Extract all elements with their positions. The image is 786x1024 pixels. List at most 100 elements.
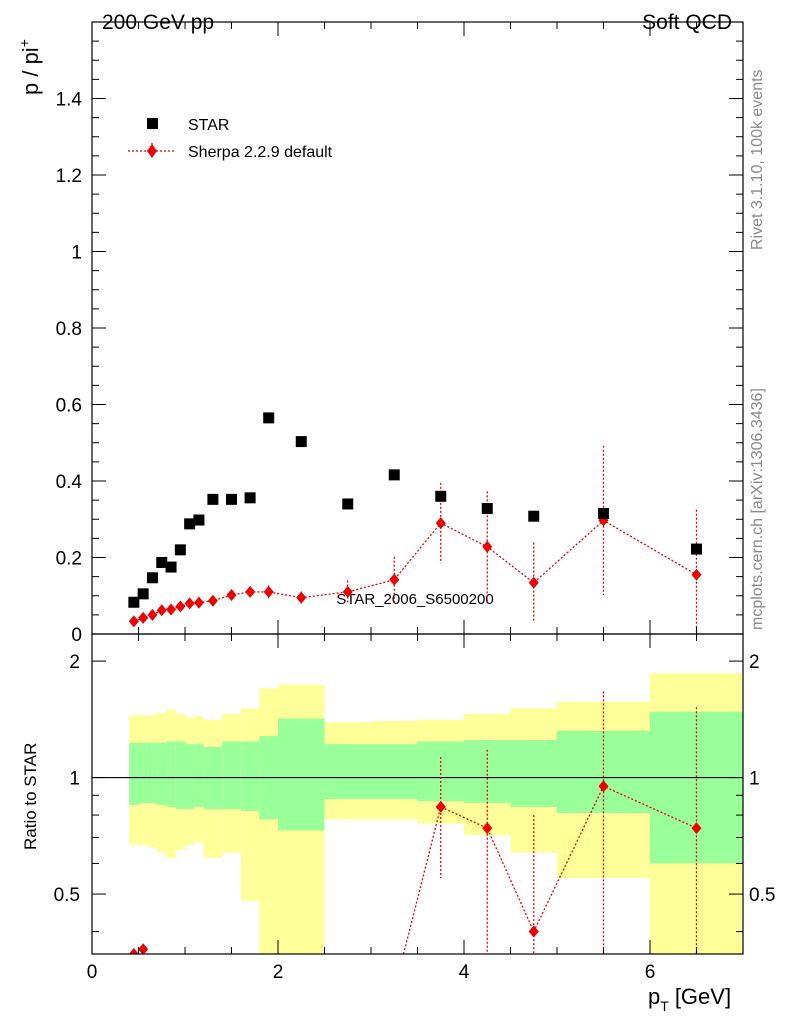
x-tick-label: 0 <box>87 962 98 983</box>
rivet-label: Rivet 3.1.10, 100k events <box>749 69 766 250</box>
star-marker <box>128 596 140 608</box>
top-y-label-text: p / pi <box>18 47 43 95</box>
star-marker <box>263 412 275 424</box>
star-marker <box>598 508 609 520</box>
ratio-sherpa-marker <box>691 822 702 835</box>
top-y-axis-label: p / pi+ <box>16 39 43 95</box>
sherpa-marker <box>156 604 167 617</box>
ratio-band-inner <box>510 740 557 807</box>
ratio-band-inner <box>240 741 260 811</box>
ratio-band-inner <box>129 742 139 805</box>
x-label-p: p <box>648 984 660 1009</box>
ratio-sherpa-marker <box>598 780 609 793</box>
ratio-band-inner <box>417 741 464 801</box>
star-marker <box>165 561 177 573</box>
top-y-tick-label: 1.2 <box>56 166 82 187</box>
star-marker <box>193 514 205 526</box>
bottom-y-tick-label-right: 0.5 <box>749 885 775 906</box>
top-y-tick-label: 0.6 <box>56 396 82 417</box>
sherpa-marker <box>691 568 702 581</box>
ratio-band-inner <box>194 744 204 807</box>
ratio-band-outer <box>259 688 278 954</box>
star-marker <box>244 492 256 504</box>
ratio-band-inner <box>157 742 167 805</box>
top-y-tick-label: 0.4 <box>56 472 83 493</box>
bottom-y-tick-label: 0.5 <box>54 885 80 906</box>
legend-sherpa-label: Sherpa 2.2.9 default <box>188 144 333 161</box>
ratio-band-inner <box>175 741 185 809</box>
bottom-y-tick-label: 1 <box>69 769 80 790</box>
top-panel-frame <box>91 21 744 635</box>
legend-sherpa-marker <box>147 144 157 158</box>
sherpa-marker <box>528 576 539 589</box>
ratio-sherpa-marker <box>435 800 446 813</box>
star-marker <box>342 498 354 510</box>
ratio-sherpa-marker <box>138 943 149 954</box>
bottom-y-tick-label-right: 2 <box>749 652 760 673</box>
ratio-band-inner <box>147 742 158 803</box>
legend: STAR Sherpa 2.2.9 default <box>128 117 333 161</box>
sherpa-marker <box>207 594 218 607</box>
star-marker <box>691 543 702 555</box>
ratio-band-inner <box>222 741 241 809</box>
ratio-band-inner <box>138 742 148 803</box>
ratio-band-inner <box>324 744 371 800</box>
ratio-band-inner <box>278 718 325 831</box>
mcplots-label: mcplots.cern.ch [arXiv:1306.3436] <box>749 388 766 630</box>
ratio-band-inner <box>166 741 176 807</box>
star-marker <box>207 493 219 505</box>
legend-star-label: STAR <box>188 117 229 134</box>
ratio-band-inner <box>371 744 418 800</box>
x-tick-label: 2 <box>273 962 284 983</box>
svg-text:p / pi+: p / pi+ <box>16 39 43 95</box>
x-label-unit: [GeV] <box>675 984 731 1009</box>
star-marker <box>435 490 447 502</box>
sherpa-line <box>133 519 697 622</box>
top-y-tick-label: 0.8 <box>56 319 82 340</box>
star-marker <box>295 436 307 448</box>
top-y-tick-label: 0.2 <box>56 549 82 570</box>
top-y-tick-label: 1.4 <box>56 90 83 111</box>
sherpa-marker <box>184 597 195 610</box>
x-axis-label: pT [GeV] <box>648 984 731 1014</box>
star-marker <box>137 588 149 600</box>
star-marker <box>184 518 196 530</box>
top-y-tick-label: 0 <box>71 625 82 646</box>
star-marker <box>528 510 540 522</box>
ratio-sherpa-marker <box>128 948 139 954</box>
analysis-watermark: STAR_2006_S6500200 <box>336 591 493 608</box>
x-tick-label: 6 <box>645 962 656 983</box>
star-marker <box>388 469 400 481</box>
bottom-y-axis-label: Ratio to STAR <box>21 743 40 850</box>
sherpa-marker <box>175 600 186 613</box>
star-marker <box>481 503 493 515</box>
svg-text:pT[GeV]: pT [GeV] <box>648 984 731 1014</box>
sherpa-marker <box>435 517 446 530</box>
sherpa-marker <box>296 591 307 604</box>
sherpa-marker <box>226 588 237 601</box>
legend-star-marker <box>147 118 158 129</box>
top-y-label-sup: + <box>16 39 32 47</box>
ratio-sherpa-marker <box>528 925 539 938</box>
star-marker <box>226 493 237 505</box>
sherpa-marker <box>147 608 158 621</box>
sherpa-marker <box>342 585 353 598</box>
sherpa-marker <box>138 611 149 624</box>
sherpa-marker <box>482 540 493 553</box>
sherpa-marker <box>245 585 256 598</box>
x-tick-label: 4 <box>459 962 470 983</box>
sherpa-marker <box>263 585 274 598</box>
bottom-y-tick-label: 2 <box>69 652 80 673</box>
ratio-band-inner <box>185 744 195 809</box>
sherpa-marker <box>128 615 139 628</box>
sherpa-marker <box>193 596 204 609</box>
x-label-sub: T <box>660 998 669 1014</box>
star-marker <box>146 572 158 584</box>
bottom-y-tick-label-right: 1 <box>749 769 760 790</box>
top-y-tick-label: 1 <box>71 243 82 264</box>
ratio-sherpa-marker <box>482 822 493 835</box>
star-marker <box>156 556 168 568</box>
sherpa-marker <box>389 573 400 586</box>
star-marker <box>174 544 186 556</box>
